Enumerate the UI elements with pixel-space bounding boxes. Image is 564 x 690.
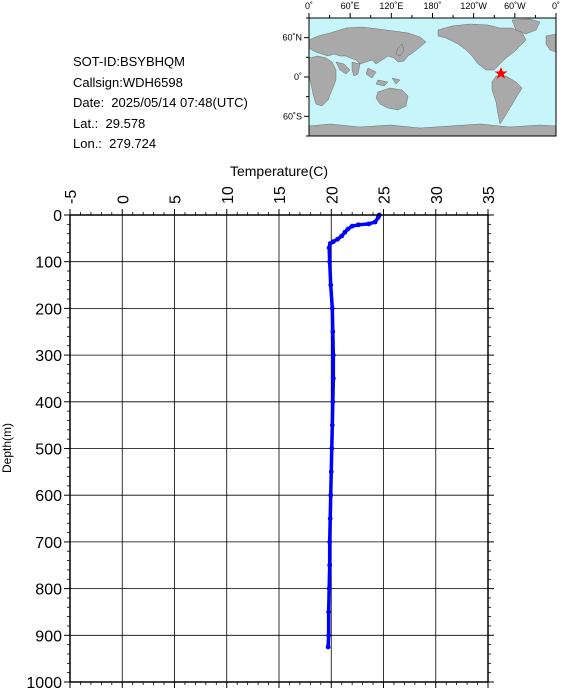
map-land-west-europe	[545, 33, 557, 53]
profile-data-point	[326, 245, 332, 251]
profile-data-point	[345, 226, 351, 232]
map-land-africa	[308, 55, 337, 107]
profile-data-point	[328, 492, 334, 498]
profile-data-point	[339, 233, 345, 239]
longitude-label: Lon.: 279.724	[73, 136, 157, 151]
profile-data-point	[328, 469, 334, 475]
profile-data-point	[330, 329, 336, 335]
map-latitude-label: 60˚S	[283, 111, 302, 121]
x-tick-label: 5	[168, 195, 185, 204]
x-tick-label: 15	[272, 186, 289, 204]
y-axis-title: Depth(m)	[0, 423, 14, 473]
x-tick-label: 10	[220, 186, 237, 204]
profile-data-point	[349, 223, 355, 229]
profile-data-point	[372, 219, 378, 225]
sot-id-label: SOT-ID:BSYBHQM	[73, 54, 185, 69]
y-tick-label: 900	[35, 628, 62, 645]
float-location-star-icon	[494, 67, 508, 79]
profile-data-point	[327, 241, 333, 246]
profile-data-point	[329, 422, 335, 428]
temperature-depth-chart: -5 0 5 10 15 20 25 30 35 01002003004005006007008…	[0, 163, 498, 690]
profile-data-point	[326, 609, 332, 615]
profile-data-point	[329, 306, 335, 311]
y-tick-label: 600	[35, 488, 62, 505]
map-longitude-label: 120˚W	[460, 1, 487, 11]
map-latitude-label: 60˚N	[282, 33, 302, 43]
map-land-north-america	[437, 23, 527, 71]
x-axis-title: Temperature(C)	[230, 163, 328, 179]
y-tick-label: 300	[35, 348, 62, 365]
map-longitude-labels: 0˚ 60˚E 120˚E 180˚ 120˚W 60˚W 0˚	[305, 1, 560, 11]
profile-data-point	[375, 214, 381, 220]
map-latitude-label: 0˚	[294, 72, 302, 82]
y-tick-label: 500	[35, 442, 62, 459]
profile-data-point	[329, 446, 335, 451]
x-tick-label: -5	[63, 190, 80, 204]
map-longitude-label: 180˚	[423, 1, 441, 11]
profile-data-point	[342, 229, 348, 235]
y-tick-label: 100	[35, 255, 62, 272]
profile-data-point	[327, 516, 333, 521]
date-label: Date: 2025/05/14 07:48(UTC)	[73, 95, 248, 110]
map-longitude-label: 0˚	[552, 1, 560, 11]
profile-data-point	[330, 376, 336, 381]
x-tick-label: 20	[324, 186, 341, 204]
float-info-block: SOT-ID:BSYBHQM Callsign:WDH6598 Date: 20…	[73, 52, 248, 155]
map-longitude-label: 120˚E	[379, 1, 403, 11]
map-land-southeast-asia	[365, 67, 401, 87]
x-tick-label: 30	[429, 186, 446, 204]
map-land-greenland	[511, 18, 541, 35]
x-tick-label: 25	[377, 186, 394, 204]
profile-data-point	[330, 352, 336, 358]
map-land-australia	[375, 87, 409, 111]
map-ticks	[304, 13, 557, 137]
plot-frame	[69, 214, 489, 683]
profile-data-point	[325, 644, 331, 650]
y-tick-label: 0	[53, 208, 62, 225]
world-map-inset: 0˚ 60˚E 120˚E 180˚ 120˚W 60˚W 0˚ 60˚N 0˚ 60˚S	[282, 1, 560, 137]
y-tick-label: 700	[35, 535, 62, 552]
profile-data-point	[326, 586, 332, 591]
y-tick-label: 800	[35, 582, 62, 599]
profile-data-point	[366, 221, 372, 227]
y-tick-label: 200	[35, 301, 62, 318]
profile-data-point	[327, 259, 333, 265]
map-longitude-label: 60˚W	[504, 1, 526, 11]
profile-data-point	[328, 282, 334, 288]
profile-data-point	[327, 562, 333, 568]
temperature-profile-points	[325, 212, 382, 650]
profile-data-point	[330, 399, 336, 405]
map-longitude-label: 0˚	[305, 1, 313, 11]
x-tick-label: 0	[115, 195, 132, 204]
map-land-eurasia	[308, 26, 427, 65]
map-land-south-america	[491, 75, 523, 125]
map-land-south-asia	[335, 61, 361, 77]
map-land-masses	[308, 18, 557, 137]
x-tick-label: 35	[481, 186, 498, 204]
y-tick-label: 400	[35, 395, 62, 412]
y-tick-labels: 0 100 200 300 400 500 600 700 800 900 1000	[26, 208, 62, 690]
map-latitude-labels: 60˚N 0˚ 60˚S	[282, 33, 302, 122]
map-land-japan	[395, 43, 405, 57]
callsign-label: Callsign:WDH6598	[73, 74, 183, 90]
profile-data-point	[356, 222, 361, 228]
map-longitude-label: 60˚E	[341, 1, 360, 11]
profile-data-point	[326, 632, 332, 638]
x-tick-labels: -5 0 5 10 15 20 25 30 35	[63, 186, 498, 204]
latitude-label: Lat.: 29.578	[73, 115, 146, 131]
profile-data-point	[335, 236, 340, 242]
profile-data-point	[327, 539, 333, 545]
y-tick-label: 1000	[26, 675, 62, 690]
